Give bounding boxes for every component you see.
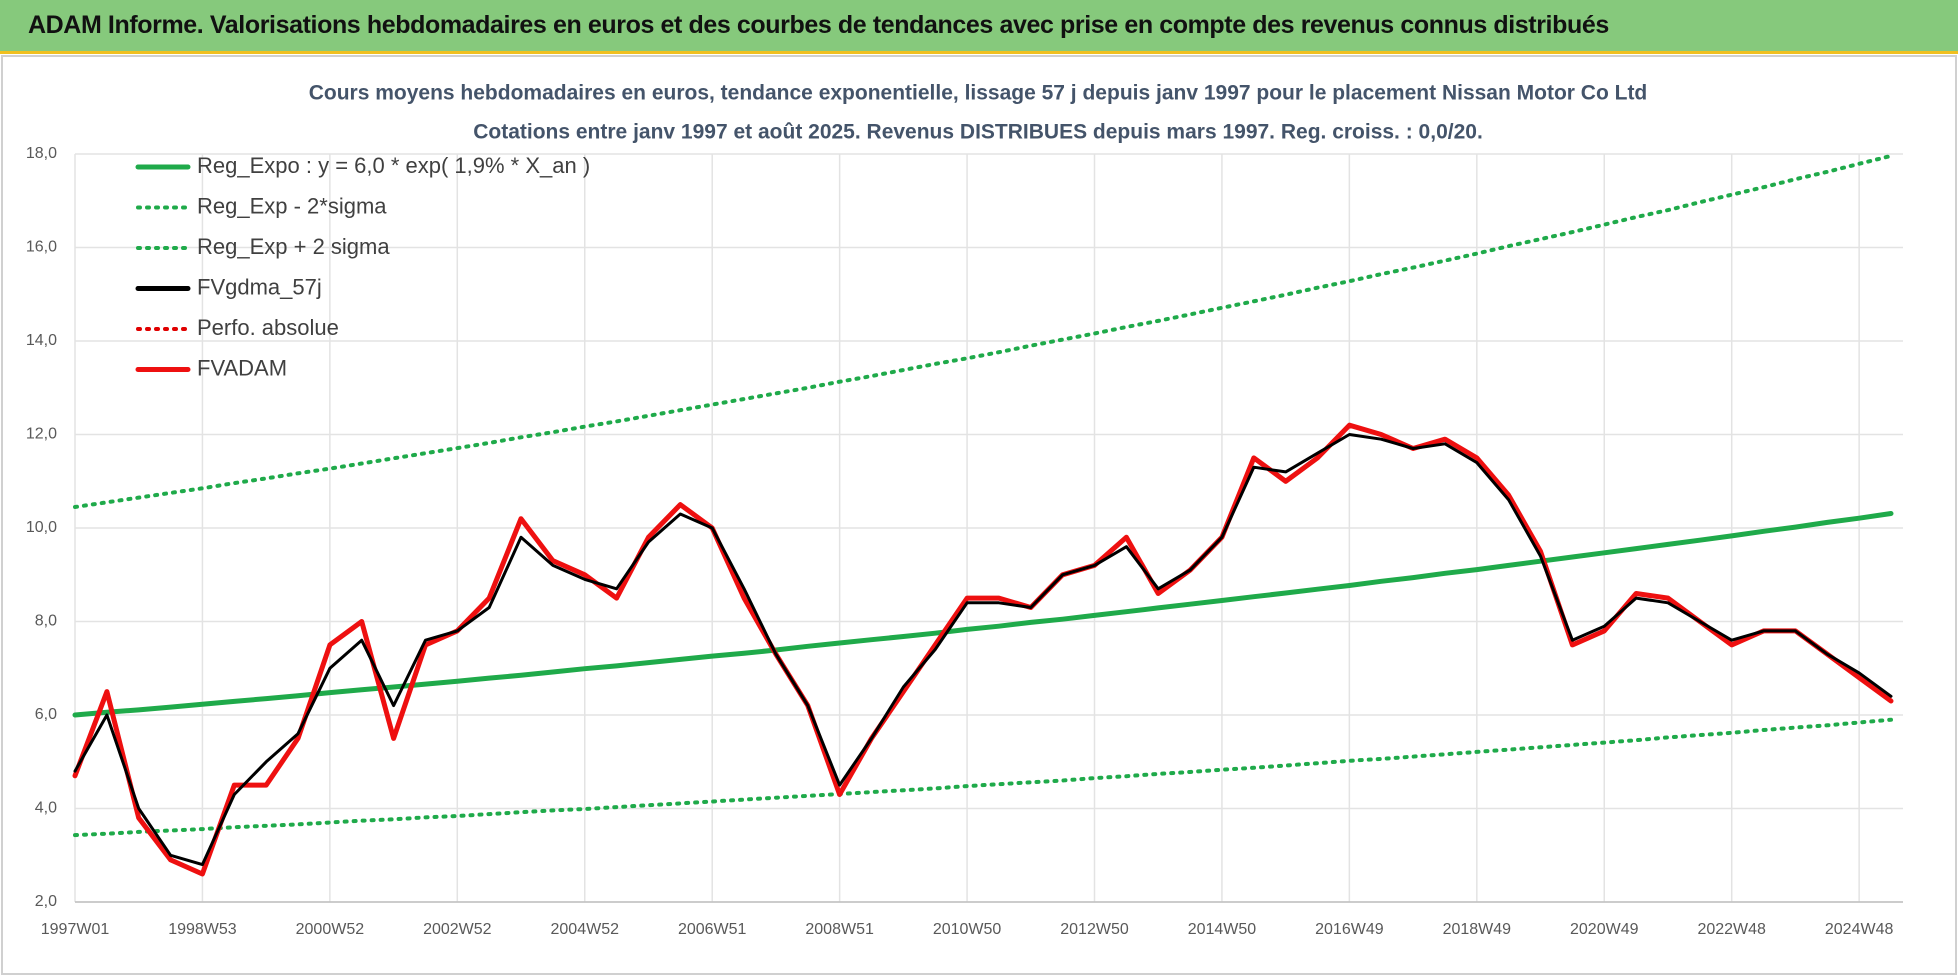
x-tick-label: 2022W48 (1697, 921, 1766, 938)
y-tick-label: 8,0 (35, 613, 57, 630)
x-tick-label: 2000W52 (296, 921, 365, 938)
x-tick-label: 2018W49 (1443, 921, 1512, 938)
y-tick-label: 4,0 (35, 800, 57, 817)
x-tick-label: 2014W50 (1188, 921, 1257, 938)
x-tick-label: 2010W50 (933, 921, 1002, 938)
y-tick-label: 14,0 (26, 332, 57, 349)
y-tick-label: 12,0 (26, 426, 57, 443)
header-title: ADAM Informe. Valorisations hebdomadaire… (28, 11, 1609, 39)
x-tick-label: 1998W53 (168, 921, 237, 938)
x-tick-label: 2012W50 (1060, 921, 1129, 938)
x-tick-label: 1997W01 (41, 921, 110, 938)
chart-title: Cours moyens hebdomadaires en euros, ten… (309, 82, 1648, 105)
x-tick-label: 2006W51 (678, 921, 747, 938)
x-tick-label: 2024W48 (1825, 921, 1894, 938)
y-tick-label: 16,0 (26, 239, 57, 256)
x-tick-label: 2016W49 (1315, 921, 1384, 938)
x-tick-label: 2020W49 (1570, 921, 1639, 938)
y-tick-label: 2,0 (35, 893, 57, 910)
header-bar: ADAM Informe. Valorisations hebdomadaire… (0, 0, 1958, 54)
series-line (73, 153, 1893, 509)
chart: Cours moyens hebdomadaires en euros, ten… (1, 55, 1957, 975)
chart-subtitle: Cotations entre janv 1997 et août 2025. … (473, 121, 1483, 144)
legend-label: FVADAM (197, 355, 287, 380)
y-tick-label: 10,0 (26, 519, 57, 536)
series-line (72, 422, 1894, 877)
x-tick-label: 2008W51 (805, 921, 874, 938)
legend-label: Reg_Exp - 2*sigma (197, 193, 387, 218)
legend-label: FVgdma_57j (197, 274, 322, 299)
y-tick-label: 18,0 (26, 145, 57, 162)
x-tick-label: 2002W52 (423, 921, 492, 938)
series-line (73, 717, 1893, 838)
series-line (73, 433, 1893, 867)
x-tick-label: 2004W52 (551, 921, 620, 938)
y-tick-label: 6,0 (35, 706, 57, 723)
legend-label: Perfo. absolue (197, 315, 339, 340)
legend-label: Reg_Exp + 2 sigma (197, 234, 390, 259)
legend-label: Reg_Expo : y = 6,0 * exp( 1,9% * X_an ) (197, 153, 590, 178)
